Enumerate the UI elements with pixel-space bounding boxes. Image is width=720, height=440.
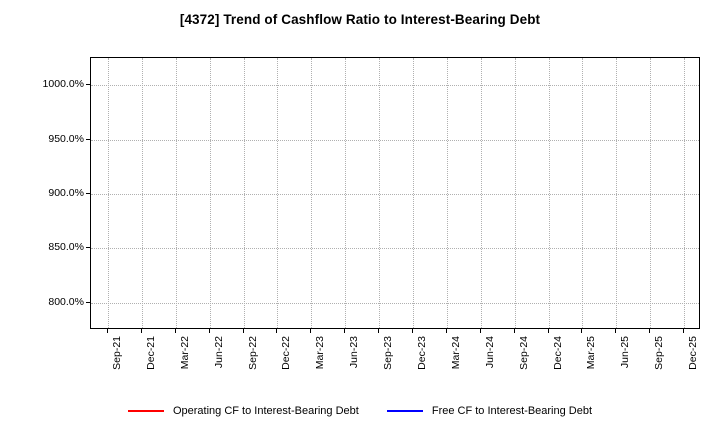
x-tick-label: Dec-24 [551,336,564,370]
x-tick-label: Sep-21 [110,336,123,370]
x-gridline [209,58,211,328]
x-tick-mark [242,329,244,333]
x-tick-label: Jun-24 [483,336,496,369]
x-gridline [616,58,618,328]
x-gridline [311,58,313,328]
legend-swatch-1 [386,410,423,412]
x-tick-mark [581,329,583,333]
y-gridline [91,85,699,87]
y-tick-label: 1000.0% [42,78,84,91]
x-gridline [582,58,584,328]
y-tick-label: 850.0% [48,241,84,254]
x-gridline [141,58,143,328]
x-tick-mark [411,329,413,333]
x-tick-mark [683,329,685,333]
x-tick-mark [615,329,617,333]
x-gridline [175,58,177,328]
x-tick-label: Mar-24 [449,336,462,370]
x-tick-label: Mar-22 [178,336,191,370]
x-gridline [412,58,414,328]
x-tick-mark [344,329,346,333]
x-tick-label: Jun-23 [348,336,361,369]
y-tick-label: 900.0% [48,187,84,199]
legend-item-1[interactable]: Free CF to Interest-Bearing Debt [386,405,593,417]
x-gridline [480,58,482,328]
x-gridline [243,58,245,328]
x-tick-label: Sep-25 [653,336,666,370]
legend-label-1: Free CF to Interest-Bearing Debt [431,405,593,417]
chart-legend: Operating CF to Interest-Bearing Debt Fre… [0,405,720,417]
y-gridline [91,139,699,141]
legend-label-0: Operating CF to Interest-Bearing Debt [172,405,359,417]
y-tick-mark [86,193,90,194]
y-tick-label: 800.0% [48,295,84,308]
y-tick-mark [86,138,90,140]
chart-title: [4372] Trend of Cashflow Ratio to Intere… [179,12,541,27]
y-gridline [91,302,699,304]
x-tick-label: Mar-23 [314,336,327,370]
x-tick-mark [276,329,278,333]
y-tick-mark [86,301,90,303]
y-tick-label: 950.0% [48,132,84,145]
x-gridline [379,58,381,328]
y-gridline [91,194,699,195]
x-tick-mark [649,329,651,333]
x-tick-mark [378,329,380,333]
x-tick-label: Dec-21 [144,336,157,370]
x-tick-mark [310,329,312,333]
x-tick-label: Jun-22 [212,336,225,369]
x-gridline [107,58,109,328]
y-tick-mark [86,84,90,86]
x-tick-mark [547,329,549,333]
legend-item-0[interactable]: Operating CF to Interest-Bearing Debt [127,405,359,417]
x-tick-mark [106,329,108,333]
y-tick-mark [86,247,90,249]
x-tick-label: Sep-22 [246,336,259,370]
x-tick-mark [140,329,142,333]
x-tick-label: Sep-23 [382,336,395,370]
x-gridline [684,58,686,328]
x-tick-label: Dec-22 [280,336,293,370]
x-tick-mark [174,329,176,333]
x-tick-label: Jun-25 [619,336,632,369]
plot-area [90,57,700,329]
x-tick-mark [479,329,481,333]
x-gridline [446,58,448,328]
x-gridline [650,58,652,328]
x-tick-mark [445,329,447,333]
x-tick-label: Mar-25 [585,336,598,370]
x-tick-label: Sep-24 [517,336,530,370]
x-tick-mark [513,329,515,333]
legend-swatch-0 [127,410,164,412]
x-gridline [277,58,279,328]
x-gridline [345,58,347,328]
x-tick-label: Dec-25 [687,336,700,370]
x-tick-label: Dec-23 [415,336,428,370]
y-gridline [91,248,699,250]
x-gridline [548,58,550,328]
x-tick-mark [208,329,210,333]
x-gridline [514,58,516,328]
series-layer [91,58,701,330]
